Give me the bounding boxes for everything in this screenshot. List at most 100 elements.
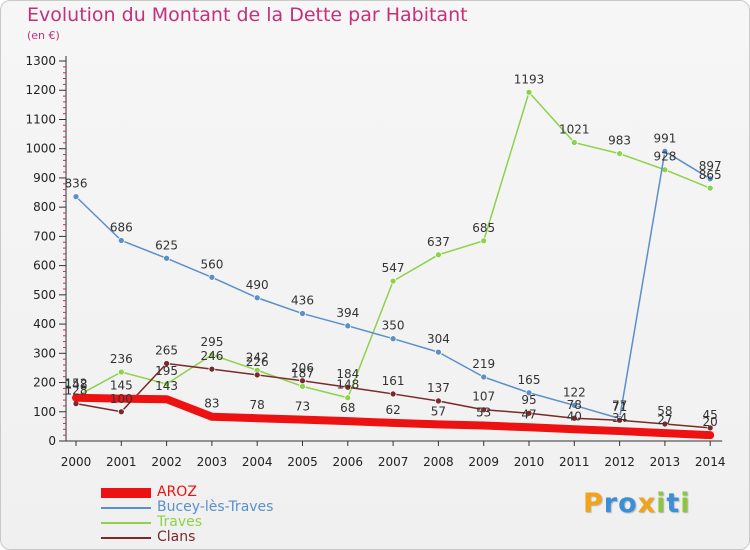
data-point-clans <box>435 397 442 405</box>
data-label-bucey-les-traves: 394 <box>336 306 359 320</box>
data-point-bucey-les-traves <box>299 310 306 317</box>
y-tick-label: 1200 <box>25 83 56 97</box>
data-label-traves: 983 <box>608 134 631 148</box>
data-label-traves: 152 <box>65 377 88 391</box>
x-tick-label: 2003 <box>197 455 228 469</box>
data-label-bucey-les-traves: 436 <box>291 294 314 308</box>
data-label-clans: 161 <box>382 374 405 388</box>
y-tick-label: 1000 <box>25 142 56 156</box>
data-label-bucey-les-traves: 686 <box>110 220 133 234</box>
data-label-clans: 226 <box>246 355 269 369</box>
data-point-bucey-les-traves <box>117 237 125 244</box>
data-point-bucey-les-traves <box>480 373 488 381</box>
data-label-traves: 547 <box>382 261 405 275</box>
data-label-bucey-les-traves: 122 <box>563 385 586 399</box>
data-point-bucey-les-traves <box>570 401 578 409</box>
data-point-traves <box>389 277 397 285</box>
data-point-traves <box>208 351 216 359</box>
data-label-clans: 128 <box>65 384 88 398</box>
legend-label: AROZ <box>157 484 197 500</box>
data-point-traves <box>706 184 714 192</box>
data-label-aroz: 78 <box>250 398 265 412</box>
data-point-clans <box>570 414 578 422</box>
data-label-clans: 184 <box>336 367 359 381</box>
legend-swatch <box>101 521 151 524</box>
data-label-clans: 265 <box>155 344 178 358</box>
legend-item: Clans <box>101 530 273 545</box>
data-label-bucey-les-traves: 219 <box>472 357 495 371</box>
x-tick-label: 2012 <box>604 455 635 469</box>
data-label-traves: 637 <box>427 235 450 249</box>
data-point-traves <box>163 380 170 388</box>
data-label-traves: 685 <box>472 221 495 235</box>
x-tick-label: 2002 <box>151 455 182 469</box>
data-label-traves: 295 <box>200 335 223 349</box>
data-label-traves: 242 <box>246 350 269 364</box>
data-point-traves <box>525 88 533 96</box>
data-label-clans: 71 <box>612 400 627 414</box>
y-tick-label: 200 <box>33 376 56 390</box>
data-point-bucey-les-traves <box>163 254 170 262</box>
data-label-bucey-les-traves: 350 <box>382 319 405 333</box>
data-label-bucey-les-traves: 625 <box>155 238 178 252</box>
y-tick-label: 1300 <box>25 54 56 68</box>
x-tick-label: 2008 <box>423 455 454 469</box>
data-point-clans <box>706 424 714 432</box>
data-label-clans: 100 <box>110 392 133 406</box>
data-label-bucey-les-traves: 165 <box>518 373 541 387</box>
data-label-bucey-les-traves: 836 <box>65 177 88 191</box>
logo-letter: t <box>666 488 681 519</box>
data-label-traves: 928 <box>653 150 676 164</box>
data-point-clans <box>253 371 261 379</box>
y-tick-label: 300 <box>33 346 56 360</box>
legend-label: Bucey-lès-Traves <box>157 499 274 515</box>
legend-swatch <box>101 506 151 509</box>
data-label-aroz: 20 <box>703 415 718 429</box>
y-tick-label: 100 <box>33 405 56 419</box>
data-point-bucey-les-traves <box>344 322 352 330</box>
data-point-traves <box>435 251 442 259</box>
data-label-aroz: 57 <box>431 404 446 418</box>
legend-item: Bucey-lès-Traves <box>101 500 273 515</box>
data-label-aroz: 148 <box>65 378 88 392</box>
x-tick-label: 2009 <box>468 455 499 469</box>
data-point-traves <box>616 150 623 158</box>
data-point-bucey-les-traves <box>706 175 714 183</box>
data-label-clans: 107 <box>472 390 495 404</box>
data-label-traves: 1021 <box>559 123 590 137</box>
x-tick-label: 2013 <box>650 455 681 469</box>
legend-swatch <box>101 536 151 539</box>
x-tick-label: 2011 <box>559 455 590 469</box>
data-label-aroz: 83 <box>204 397 219 411</box>
y-tick-label: 900 <box>33 171 56 185</box>
chart-subtitle: (en €) <box>27 29 60 42</box>
data-label-aroz: 40 <box>567 409 582 423</box>
data-label-traves: 187 <box>291 366 314 380</box>
data-point-traves <box>299 382 306 390</box>
data-point-traves <box>480 237 488 245</box>
x-tick-label: 2010 <box>514 455 545 469</box>
x-tick-label: 2007 <box>378 455 409 469</box>
legend-item: Traves <box>101 515 273 530</box>
data-label-traves: 195 <box>155 364 178 378</box>
chart-title: Evolution du Montant de la Dette par Hab… <box>27 4 468 26</box>
data-point-clans <box>117 408 125 416</box>
data-label-aroz: 145 <box>110 379 133 393</box>
legend-label: Clans <box>157 529 196 545</box>
data-point-traves <box>117 368 125 376</box>
data-point-bucey-les-traves <box>389 335 397 343</box>
y-tick-label: 400 <box>33 317 56 331</box>
data-point-bucey-les-traves <box>253 294 261 302</box>
x-tick-label: 2001 <box>106 455 137 469</box>
data-label-traves: 236 <box>110 352 133 366</box>
data-labels: 152 236 195 295 242 187 148 547 637 685 1193 1021 98… <box>65 72 722 429</box>
series-layer <box>72 88 715 440</box>
data-label-bucey-les-traves: 897 <box>699 159 722 173</box>
logo-letter: o <box>618 488 638 519</box>
legend-label: Traves <box>157 514 203 530</box>
logo-letter: i <box>656 488 667 519</box>
data-label-traves: 1193 <box>514 72 545 86</box>
data-label-aroz: 143 <box>155 379 178 393</box>
x-tick-label: 2004 <box>242 455 273 469</box>
